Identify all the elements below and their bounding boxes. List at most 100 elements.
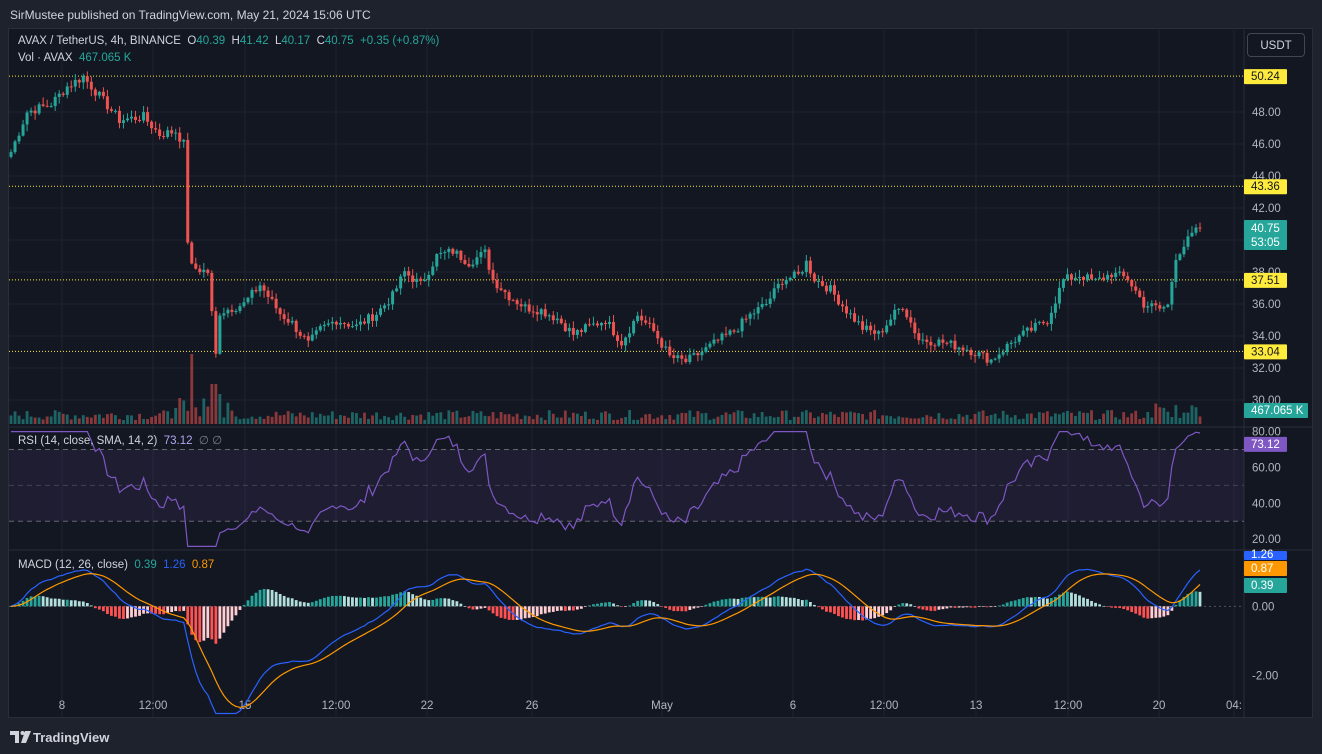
candle-body bbox=[1126, 276, 1130, 280]
macd-hist-bar bbox=[1017, 599, 1021, 607]
candle-body bbox=[644, 320, 648, 323]
macd-hist-bar bbox=[957, 606, 961, 608]
macd-hist-bar bbox=[33, 596, 37, 607]
volume-bar bbox=[186, 410, 190, 424]
candle-body bbox=[234, 311, 238, 313]
macd-hist-bar bbox=[909, 604, 913, 607]
volume-bar bbox=[1098, 419, 1101, 424]
candle-body bbox=[1194, 227, 1198, 233]
volume-bar bbox=[262, 418, 266, 424]
candle-body bbox=[849, 313, 853, 315]
volume-bar bbox=[407, 419, 411, 424]
macd-hist-bar bbox=[961, 606, 965, 608]
volume-bar bbox=[459, 417, 463, 424]
volume-bar bbox=[684, 413, 688, 424]
macd-hist-bar bbox=[929, 606, 933, 611]
macd-hist-bar bbox=[65, 599, 69, 607]
macd-hist-bar bbox=[1198, 591, 1202, 607]
x-tick-label: 12:00 bbox=[1054, 700, 1083, 712]
macd-hist-bar bbox=[338, 595, 342, 607]
macd-hist-bar bbox=[41, 596, 45, 607]
volume-bar bbox=[238, 419, 242, 424]
candle-body bbox=[1142, 296, 1146, 308]
candle-body bbox=[1017, 335, 1021, 342]
candle-body bbox=[744, 318, 748, 320]
volume-bar bbox=[1074, 416, 1077, 424]
volume-bar bbox=[1001, 410, 1005, 424]
volume-bar bbox=[435, 412, 439, 424]
macd-hist-bar bbox=[503, 606, 507, 619]
macd-hist-bar bbox=[539, 606, 543, 615]
volume-bar bbox=[772, 417, 776, 424]
volume-bar bbox=[1017, 419, 1021, 424]
candle-body bbox=[1106, 274, 1110, 280]
volume-bar bbox=[704, 412, 708, 424]
volume-bar bbox=[218, 394, 222, 424]
volume-bar bbox=[592, 418, 595, 424]
volume-bar bbox=[242, 418, 246, 424]
macd-hist-bar bbox=[447, 598, 451, 607]
volume-bar bbox=[491, 412, 495, 424]
candle-body bbox=[796, 271, 800, 274]
macd-hist-bar bbox=[555, 606, 559, 611]
candle-body bbox=[973, 355, 977, 357]
volume-bar bbox=[736, 410, 740, 424]
volume-bar bbox=[9, 415, 13, 424]
footer: TradingView bbox=[0, 722, 1322, 754]
volume-bar bbox=[812, 417, 816, 424]
macd-hist-bar bbox=[1090, 600, 1093, 607]
macd-hist-bar bbox=[853, 606, 856, 621]
volume-bar bbox=[246, 418, 250, 424]
volume-bar bbox=[379, 419, 382, 424]
volume-bar bbox=[427, 412, 431, 424]
currency-button[interactable]: USDT bbox=[1247, 33, 1305, 57]
macd-hist-bar bbox=[873, 606, 877, 619]
macd-hist-bar bbox=[359, 597, 362, 607]
macd-hist-bar bbox=[624, 606, 627, 607]
macd-hist-bar bbox=[849, 606, 852, 620]
macd-hist-bar bbox=[632, 603, 636, 607]
macd-hist-bar bbox=[214, 606, 218, 644]
macd-hist-bar bbox=[206, 606, 210, 638]
candle-body bbox=[459, 250, 463, 260]
volume-bar bbox=[829, 411, 832, 424]
volume-bar bbox=[796, 416, 800, 424]
candle-body bbox=[965, 349, 969, 351]
macd-hist-bar bbox=[230, 606, 234, 621]
macd-hist-bar bbox=[724, 599, 728, 607]
candle-body bbox=[535, 312, 539, 315]
macd-hist-bar bbox=[600, 602, 603, 607]
volume-bar bbox=[644, 414, 648, 424]
candle-body bbox=[286, 319, 290, 323]
volume-bar bbox=[170, 418, 174, 424]
macd-hist-bar bbox=[865, 606, 868, 620]
volume-bar bbox=[905, 417, 909, 424]
candle-body bbox=[354, 324, 358, 327]
volume-bar bbox=[989, 414, 993, 424]
volume-bar bbox=[1138, 419, 1142, 424]
macd-hist-bar bbox=[306, 602, 310, 607]
macd-hist-bar bbox=[1029, 597, 1033, 607]
candle-body bbox=[138, 119, 142, 121]
macd-histogram bbox=[9, 588, 1202, 644]
candle-body bbox=[865, 325, 869, 330]
candle-body bbox=[318, 326, 322, 331]
candle-body bbox=[1134, 286, 1138, 291]
volume-bar bbox=[1053, 413, 1057, 424]
candle-body bbox=[238, 306, 242, 312]
macd-hist-bar bbox=[1021, 597, 1025, 607]
macd-hist-tag-label: 0.39 bbox=[1251, 580, 1273, 592]
volume-bar bbox=[182, 400, 186, 424]
candle-body bbox=[1098, 277, 1102, 279]
macd-hist-bar bbox=[1130, 606, 1134, 613]
macd-hist-bar bbox=[1078, 595, 1081, 607]
macd-hist-bar bbox=[592, 604, 595, 607]
volume-bar bbox=[845, 412, 848, 424]
volume-bar bbox=[664, 419, 668, 424]
macd-hist-bar bbox=[696, 606, 700, 608]
macd-hist-bar bbox=[1110, 606, 1114, 608]
candle-body bbox=[656, 330, 660, 339]
candle-body bbox=[479, 252, 483, 258]
volume-bar bbox=[371, 415, 374, 424]
